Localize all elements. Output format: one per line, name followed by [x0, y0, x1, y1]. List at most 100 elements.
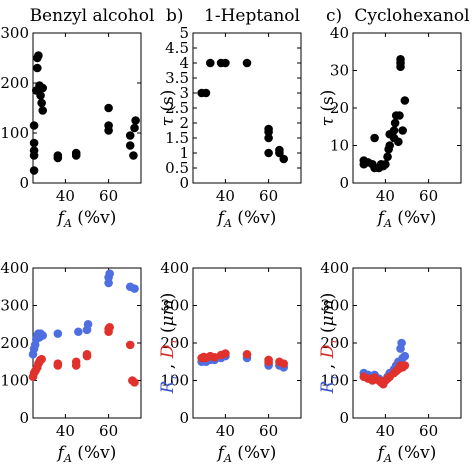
panel-1: 0 100 200 300 40 60 fA (%v) Benzyl alcohol [0, 6, 154, 230]
data-point [130, 284, 139, 293]
data-point [201, 88, 211, 98]
data-point [390, 118, 400, 128]
data-point [83, 319, 93, 329]
y-tick-label: 400 [320, 259, 349, 277]
y-tick-label: 0 [19, 174, 29, 192]
y-tick-label: 2 [179, 114, 189, 132]
y-tick-label: 0 [339, 174, 349, 192]
data-point [279, 359, 289, 368]
y-tick-label: 4 [179, 54, 189, 72]
data-point [242, 58, 252, 68]
data-point [130, 123, 139, 133]
x-axis-label: fA (%v) [56, 208, 117, 230]
data-point [131, 116, 140, 125]
y-axis-label: τ (s) [318, 90, 338, 127]
data-point [53, 329, 63, 338]
data-point [275, 145, 284, 155]
axis-box [32, 267, 142, 419]
data-point [125, 141, 135, 150]
y-tick-label: 10 [330, 137, 349, 155]
data-point [395, 111, 404, 120]
y-tick-label: 400 [160, 259, 189, 277]
data-point [383, 152, 392, 162]
panel-title: Benzyl alcohol [30, 6, 155, 26]
data-point [279, 154, 289, 164]
y-tick-label: 100 [160, 372, 189, 390]
data-point [38, 106, 48, 115]
axis-box [32, 32, 142, 184]
data-point [400, 96, 410, 105]
data-point [105, 269, 114, 278]
data-point [29, 121, 39, 130]
data-point [71, 357, 81, 367]
y-axis-label: τ (s) [158, 90, 178, 127]
x-axis-label: fA (%v) [216, 208, 277, 230]
y-axis-label: Rτ , Dτ (μm) [158, 293, 180, 395]
data-point [205, 58, 215, 68]
x-tick-label: 60 [419, 422, 438, 440]
panel-6: 0 100 200 300 400 40 60 fA (%v) Rτ , Dτ (μm) [318, 259, 462, 465]
x-tick-label: 60 [259, 187, 278, 205]
data-point [381, 159, 390, 169]
panel-title: 1-Heptanol [204, 6, 300, 26]
y-tick-label: 1 [179, 144, 189, 162]
y-tick-label: 100 [0, 124, 29, 142]
panel-3: 0 10 20 30 40 40 60 fA (%v) τ (s) Cyclohexanol c) [318, 6, 470, 230]
y-tick-label: 30 [330, 62, 349, 80]
data-point [53, 359, 63, 368]
x-axis-label: fA (%v) [376, 443, 437, 465]
y-tick-label: 200 [0, 334, 29, 352]
y-tick-label: 0 [179, 174, 189, 192]
data-point [397, 338, 406, 348]
data-point [221, 58, 230, 68]
x-tick-label: 40 [216, 187, 235, 205]
y-tick-label: 200 [320, 334, 349, 352]
data-point [129, 151, 138, 160]
x-axis-label: fA (%v) [376, 208, 437, 230]
x-tick-label: 40 [56, 187, 75, 205]
data-point [71, 148, 81, 158]
data-point [37, 98, 46, 108]
data-point [38, 331, 48, 340]
data-point [400, 351, 410, 361]
panel-2: 00.511.522.533.544.55 40 60 fA (%v) τ (s) 1-H… [158, 6, 302, 230]
axis-box [192, 267, 302, 419]
data-point [37, 354, 46, 364]
panel-letter: b) [166, 6, 184, 26]
y-tick-label: 300 [320, 297, 349, 315]
y-tick-label: 0.5 [165, 159, 189, 177]
data-point [221, 349, 230, 358]
data-point [242, 349, 252, 359]
data-point [104, 103, 113, 113]
data-point [398, 126, 407, 135]
x-tick-label: 40 [216, 422, 235, 440]
data-point [29, 146, 39, 155]
x-axis-label: fA (%v) [216, 443, 277, 465]
data-point [400, 361, 410, 370]
data-point [264, 124, 273, 134]
data-point [130, 378, 139, 387]
data-point [394, 137, 403, 147]
x-tick-label: 60 [99, 187, 118, 205]
x-tick-label: 60 [419, 187, 438, 205]
y-tick-label: 300 [0, 297, 29, 315]
data-point [264, 355, 273, 365]
data-point [53, 151, 63, 160]
y-tick-label: 5 [179, 24, 189, 42]
y-tick-label: 2.5 [165, 99, 189, 117]
data-point [396, 54, 405, 64]
y-tick-label: 3.5 [165, 69, 189, 87]
data-point [125, 340, 135, 350]
y-tick-label: 20 [330, 99, 349, 117]
x-tick-label: 40 [56, 422, 75, 440]
data-point [29, 138, 39, 148]
y-tick-label: 0 [179, 409, 189, 427]
x-axis-label: fA (%v) [56, 443, 117, 465]
data-point [38, 83, 48, 93]
y-tick-label: 4.5 [165, 39, 189, 57]
x-tick-label: 60 [99, 422, 118, 440]
data-point [125, 131, 135, 140]
y-tick-label: 400 [0, 259, 29, 277]
y-tick-label: 0 [19, 409, 29, 427]
data-point [210, 352, 219, 362]
